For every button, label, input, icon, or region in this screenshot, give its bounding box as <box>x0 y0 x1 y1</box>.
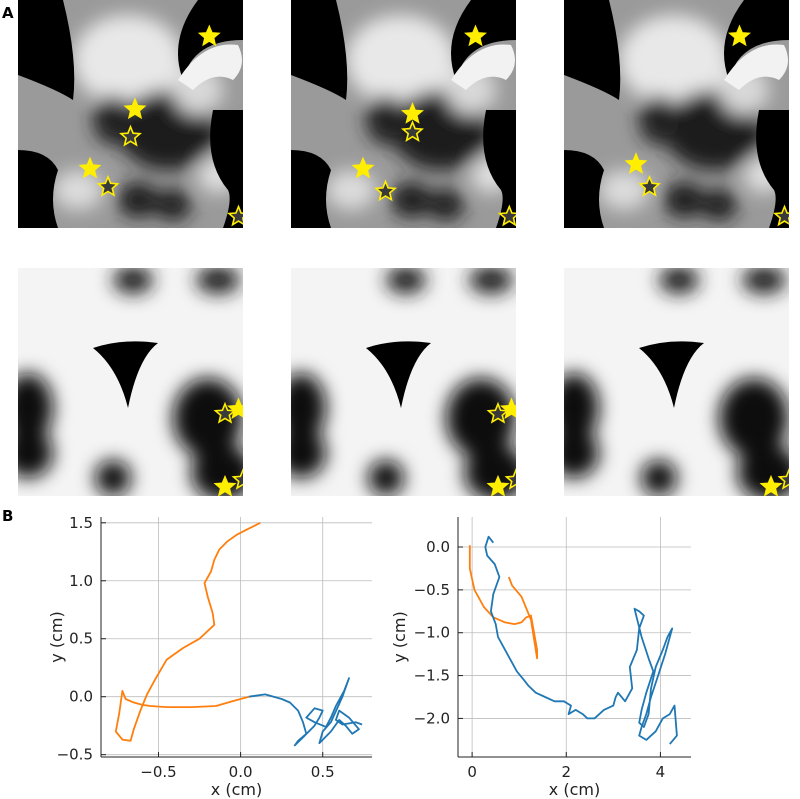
trajectory-line-blue <box>484 535 678 745</box>
heatmap-tile <box>18 268 243 496</box>
y-tick-label: 0.0 <box>69 688 93 706</box>
y-tick-label: 0.5 <box>69 630 93 648</box>
x-tick-label: 2 <box>561 763 571 781</box>
star-outline-icon <box>227 204 243 227</box>
heatmap-tile <box>564 0 789 228</box>
star-outline-icon <box>119 124 142 147</box>
trajectory-line-orange <box>468 545 538 660</box>
star-outline-icon <box>504 467 516 490</box>
star-outline-icon <box>231 467 243 490</box>
star-solid-icon <box>499 397 516 420</box>
x-tick-label: 0.0 <box>229 763 253 781</box>
star-solid-icon <box>351 156 375 179</box>
star-solid-icon <box>226 397 243 420</box>
x-tick-label: 4 <box>656 763 666 781</box>
star-solid-icon <box>486 474 510 496</box>
star-outline-icon <box>96 174 120 197</box>
star-outline-icon <box>773 204 789 227</box>
y-tick-label: 1.0 <box>69 572 93 590</box>
y-tick-label: −1.0 <box>414 624 450 642</box>
x-axis-label: x (cm) <box>211 780 262 799</box>
star-outline-icon <box>213 401 237 424</box>
star-outline-icon <box>486 401 510 424</box>
y-tick-label: 1.5 <box>69 514 93 532</box>
y-tick-label: −2.0 <box>414 709 450 727</box>
y-axis-label: y (cm) <box>390 611 409 662</box>
y-tick-label: −0.5 <box>414 581 450 599</box>
star-solid-icon <box>624 152 648 174</box>
star-solid-icon <box>123 97 147 120</box>
x-axis-label: x (cm) <box>549 780 600 799</box>
x-tick-label: −0.5 <box>140 763 176 781</box>
heatmap-tile <box>291 0 516 228</box>
heatmap-tile <box>564 268 789 496</box>
trajectory-plot-2: 0 2 4 0.0 −0.5 −1.0 −1.5 −2.0 x (cm) y (cm) <box>390 517 691 799</box>
star-outline-icon <box>401 120 424 142</box>
x-tick-label: 0.5 <box>311 763 335 781</box>
trajectory-plot-1: −0.5 0.0 0.5 −0.5 0.0 0.5 1.0 1.5 x (cm) y (cm) <box>47 514 372 799</box>
star-solid-icon <box>463 24 488 47</box>
y-tick-label: −1.5 <box>414 667 450 685</box>
panel-label-a: A <box>2 4 14 22</box>
star-outline-icon <box>374 179 397 202</box>
y-tick-label: 0.0 <box>426 538 450 556</box>
x-tick-label: 0 <box>467 763 477 781</box>
y-tick-label: −0.5 <box>57 746 93 764</box>
trajectory-line-orange <box>114 521 261 742</box>
heatmap-tile <box>291 268 516 496</box>
y-axis-label: y (cm) <box>47 611 66 662</box>
star-solid-icon <box>400 101 425 124</box>
heatmap-tile <box>18 0 243 228</box>
star-solid-icon <box>727 24 752 47</box>
star-solid-icon <box>197 24 221 47</box>
star-solid-icon <box>213 474 237 496</box>
star-outline-icon <box>497 204 516 227</box>
panel-label-b: B <box>2 507 14 525</box>
star-solid-icon <box>78 156 102 179</box>
star-solid-icon <box>759 474 783 496</box>
star-outline-icon <box>638 174 661 197</box>
trajectory-line-blue <box>248 677 363 747</box>
star-outline-icon <box>777 467 789 490</box>
